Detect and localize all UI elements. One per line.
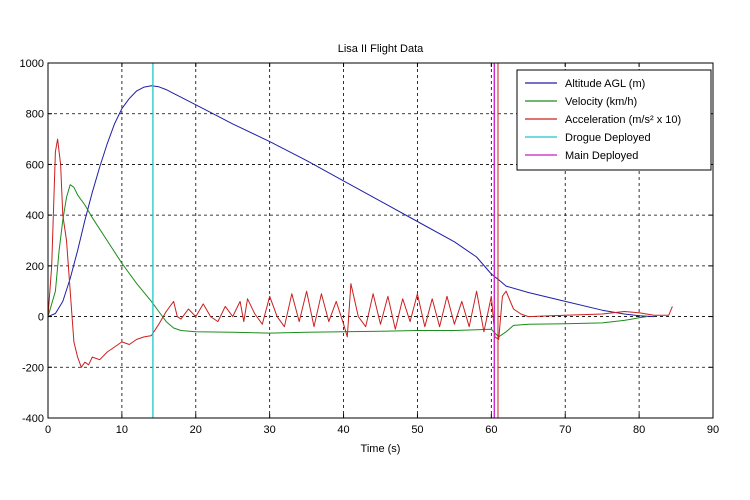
y-tick-label: 800 [26, 109, 44, 121]
x-tick-label: 80 [633, 424, 645, 436]
y-tick-label: -400 [22, 413, 44, 425]
x-axis-label: Time (s) [361, 443, 401, 455]
marker-layer [152, 63, 499, 418]
series-line-0 [47, 85, 654, 318]
legend-box [516, 69, 712, 171]
x-tick-label: 30 [264, 424, 276, 436]
x-tick-label: 40 [337, 424, 349, 436]
legend-label-4: Main Deployed [565, 150, 638, 162]
x-tick-label: 50 [411, 424, 423, 436]
x-tick-label: 0 [45, 424, 51, 436]
x-tick-label: 20 [190, 424, 202, 436]
y-tick-label: 1000 [20, 58, 44, 70]
series-line-1 [47, 184, 647, 338]
chart-title: Lisa II Flight Data [338, 43, 424, 55]
legend-label-0: Altitude AGL (m) [565, 78, 645, 90]
y-tick-label: -200 [22, 362, 44, 374]
ticks: 0 10 20 30 40 50 60 70 80 90 -400 -200 0 200 400 600 800… [20, 58, 720, 436]
x-tick-label: 70 [559, 424, 571, 436]
series-line-2 [47, 138, 673, 368]
x-tick-label: 60 [485, 424, 497, 436]
y-tick-label: 600 [26, 159, 44, 171]
x-tick-label: 10 [116, 424, 128, 436]
plot-border [47, 62, 714, 419]
legend: Altitude AGL (m) Velocity (km/h) Accelerat… [516, 69, 712, 171]
legend-label-2: Acceleration (m/s² x 10) [565, 114, 681, 126]
y-tick-label: 200 [26, 261, 44, 273]
y-tick-label: 400 [26, 210, 44, 222]
legend-label-3: Drogue Deployed [565, 132, 651, 144]
y-tick-label: 0 [38, 312, 44, 324]
legend-label-1: Velocity (km/h) [565, 96, 637, 108]
series-layer [47, 85, 673, 368]
x-tick-label: 90 [707, 424, 719, 436]
